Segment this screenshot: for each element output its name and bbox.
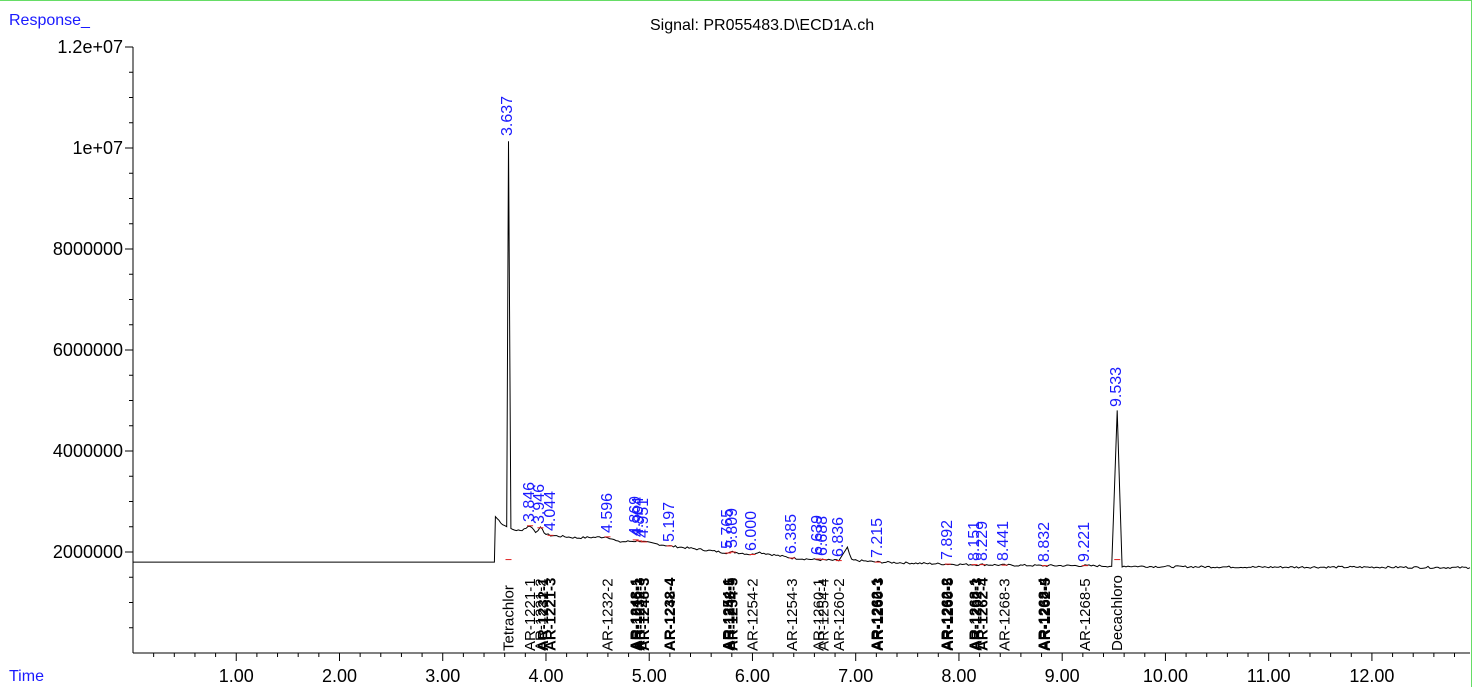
peak-label: 4.951 (635, 497, 653, 538)
x-tick-label: 9.00 (1045, 666, 1080, 686)
compound-label: AR-1232-2 (600, 578, 617, 651)
x-tick-label: 2.00 (322, 666, 357, 686)
peak-label: 8.441 (995, 521, 1013, 562)
x-tick-label: 1.00 (219, 666, 254, 686)
compound-label: Tetrachlor (501, 585, 518, 651)
x-tick-label: 12.00 (1349, 666, 1394, 686)
compound-label: AR-1268-1 (967, 578, 984, 651)
x-tick-label: 3.00 (425, 666, 460, 686)
compound-label: AR-1221-1 (522, 578, 539, 651)
y-tick-label: 2000000 (53, 542, 123, 562)
peak-label: 9.533 (1108, 366, 1126, 407)
x-tick-label: 7.00 (838, 666, 873, 686)
peak-label: 6.836 (829, 516, 847, 557)
compound-label: AR-1232-1 (535, 578, 552, 651)
compound-labels: Tetrachlor AR-1221-1AR-1221-2AR-1232-1AR-… (501, 575, 1127, 651)
x-tick-label: 4.00 (528, 666, 563, 686)
x-tick-label: 10.00 (1143, 666, 1188, 686)
peak-label: 8.229 (973, 520, 991, 561)
trace-layer (133, 141, 1471, 570)
compound-label: AR-1262-5 (1037, 578, 1054, 651)
peak-label: 6.000 (743, 510, 761, 551)
x-axis-label: Time (9, 668, 44, 685)
peak-label: 8.832 (1035, 521, 1053, 562)
peak-label: 4.596 (598, 492, 616, 533)
peak-label: 9.221 (1076, 521, 1093, 562)
compound-label: AR-1268-3 (997, 578, 1014, 651)
compound-label: AR-1262-3 (969, 578, 986, 651)
compound-label: AR-1260-1 (810, 578, 827, 651)
peak-label: 5.809 (723, 507, 741, 548)
y-tick-label: 8000000 (53, 239, 123, 259)
compound-label: AR-1260-2 (831, 578, 848, 651)
compound-label: AR-1262-2 (939, 578, 956, 651)
compound-label: Decachloro (1109, 575, 1126, 651)
x-tick-label: 6.00 (735, 666, 770, 686)
compound-label: AR-1248-1 (628, 578, 645, 651)
compound-label: AR-1262-1 (868, 578, 885, 651)
peak-label: 5.197 (660, 501, 678, 542)
compound-label: AR-1254-3 (784, 578, 801, 651)
compound-label: AR-1254-4 (816, 578, 833, 651)
peak-label: 7.892 (938, 520, 956, 561)
x-tick-label: 5.00 (632, 666, 667, 686)
chart-title: Signal: PR055483.D\ECD1A.ch (650, 17, 875, 34)
x-tick-label: 8.00 (941, 666, 976, 686)
x-tick-label: 11.00 (1247, 666, 1291, 686)
y-tick-label: 1.2e+07 (57, 37, 123, 57)
peak-label: 3.637 (499, 96, 517, 137)
compound-label: AR-1268-5 (1077, 578, 1094, 651)
compound-label: AR-1248-3 (636, 578, 653, 651)
peak-label: 6.385 (783, 514, 801, 555)
compound-label: AR-1248-4 (662, 577, 679, 651)
y-tick-label: 1e+07 (72, 138, 123, 158)
compound-label: AR-1016-1 (629, 578, 646, 651)
signal-trace (133, 141, 1471, 570)
y-tick-label: 6000000 (53, 340, 123, 360)
compound-label: AR-1254-5 (725, 578, 742, 651)
y-tick-label: 4000000 (53, 441, 123, 461)
y-axis-label: Response_ (9, 12, 90, 29)
compound-label: AR-1260-5 (940, 578, 957, 651)
compound-label: AR-1262-4 (975, 577, 992, 651)
compound-label: AR-1248-5 (722, 578, 739, 651)
compound-label: AR-1254-1 (720, 578, 737, 651)
compound-label: AR-1268-4 (1036, 577, 1053, 651)
peak-label: 7.215 (868, 518, 886, 559)
compound-label: AR-1254-2 (745, 578, 762, 651)
compound-label: AR-1221-2 (532, 578, 549, 651)
axes: 2000000 4000000 6000000 8000000 1e+07 1.2e+07… (53, 37, 1470, 686)
compound-label: AR-1260-3 (870, 578, 887, 651)
peak-label: 4.044 (541, 491, 559, 532)
compound-label: AR-1232-3 (631, 578, 648, 651)
compound-label: AR-1232-4 (662, 577, 679, 651)
baseline-markers (505, 525, 1121, 567)
compound-label: AR-1221-3 (543, 578, 560, 651)
